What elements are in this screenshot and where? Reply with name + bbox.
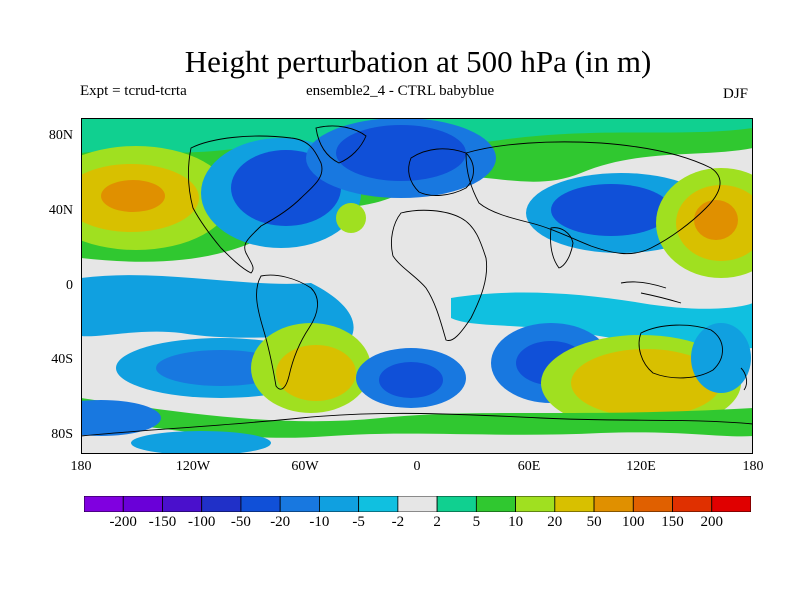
new-zealand-outline: [740, 367, 748, 391]
lat-label-40n: 40N: [48, 203, 73, 218]
lat-label-80n: 80N: [48, 128, 73, 143]
season-label: DJF: [723, 86, 749, 102]
india-outline: [550, 227, 574, 269]
colorbar-swatch: [201, 496, 242, 512]
colorbar-label: 100: [622, 514, 645, 530]
colorbar-swatch: [240, 496, 281, 512]
map-frame: [81, 118, 753, 454]
colorbar-label: -150: [148, 514, 177, 530]
colorbar-label: -10: [309, 514, 330, 530]
colorbar-swatch: [162, 496, 203, 512]
colorbar-swatch: [711, 496, 751, 512]
colorbar-label: 2: [433, 514, 441, 530]
run-label: ensemble2_4 - CTRL babyblue: [306, 83, 495, 99]
lon-label-60w: 60W: [291, 459, 319, 474]
north-america-outline: [187, 135, 323, 274]
colorbar-label: -2: [391, 514, 405, 530]
colorbar-label: 50: [586, 514, 602, 530]
height-perturbation-map: [81, 118, 753, 454]
lon-label-0: 0: [413, 459, 421, 474]
colorbar-label: -100: [187, 514, 216, 530]
asia-outline: [465, 141, 721, 255]
continent-outlines: [81, 125, 753, 437]
colorbar-label: -20: [270, 514, 291, 530]
colorbar-swatch: [319, 496, 360, 512]
plot-title: Height perturbation at 500 hPa (in m): [184, 44, 652, 79]
colorbar-label: -5: [352, 514, 365, 530]
africa-outline: [390, 209, 488, 341]
indonesia-outline: [620, 281, 682, 304]
colorbar-swatch: [672, 496, 713, 512]
colorbar-swatch: [515, 496, 556, 512]
colorbar-label: 5: [472, 514, 481, 530]
colorbar-label: 150: [661, 514, 684, 530]
colorbar-label: -200: [109, 514, 137, 530]
lat-label-0: 0: [66, 278, 73, 293]
lon-label-180-right: 180: [742, 459, 764, 474]
antarctica-outline: [81, 412, 753, 437]
colorbar: [84, 496, 751, 512]
colorbar-swatch: [632, 496, 673, 512]
lat-label-80s: 80S: [51, 427, 73, 442]
europe-outline: [408, 148, 474, 196]
colorbar-swatch: [436, 496, 477, 512]
colorbar-label: 200: [700, 514, 724, 530]
colorbar-label: 20: [547, 514, 563, 530]
colorbar-swatch: [84, 496, 124, 512]
contour-fill: [81, 118, 753, 454]
colorbar-swatch: [475, 496, 516, 512]
colorbar-swatch: [358, 496, 399, 512]
lat-label-40s: 40S: [51, 352, 73, 367]
colorbar-label: 10: [508, 514, 524, 530]
south-america-outline: [256, 274, 318, 390]
australia-outline: [638, 324, 723, 379]
lon-label-120e: 120E: [626, 459, 656, 474]
colorbar-swatch: [554, 496, 595, 512]
lon-label-120w: 120W: [175, 459, 211, 474]
colorbar-swatch: [279, 496, 320, 512]
lon-label-180-left: 180: [70, 459, 92, 474]
colorbar-swatch: [593, 496, 634, 512]
colorbar-swatch: [122, 496, 163, 512]
experiment-label: Expt = tcrud-tcrta: [80, 83, 187, 99]
colorbar-swatch: [397, 496, 438, 512]
lon-label-60e: 60E: [517, 459, 541, 474]
greenland-outline: [315, 125, 367, 164]
colorbar-label: -50: [230, 514, 251, 530]
